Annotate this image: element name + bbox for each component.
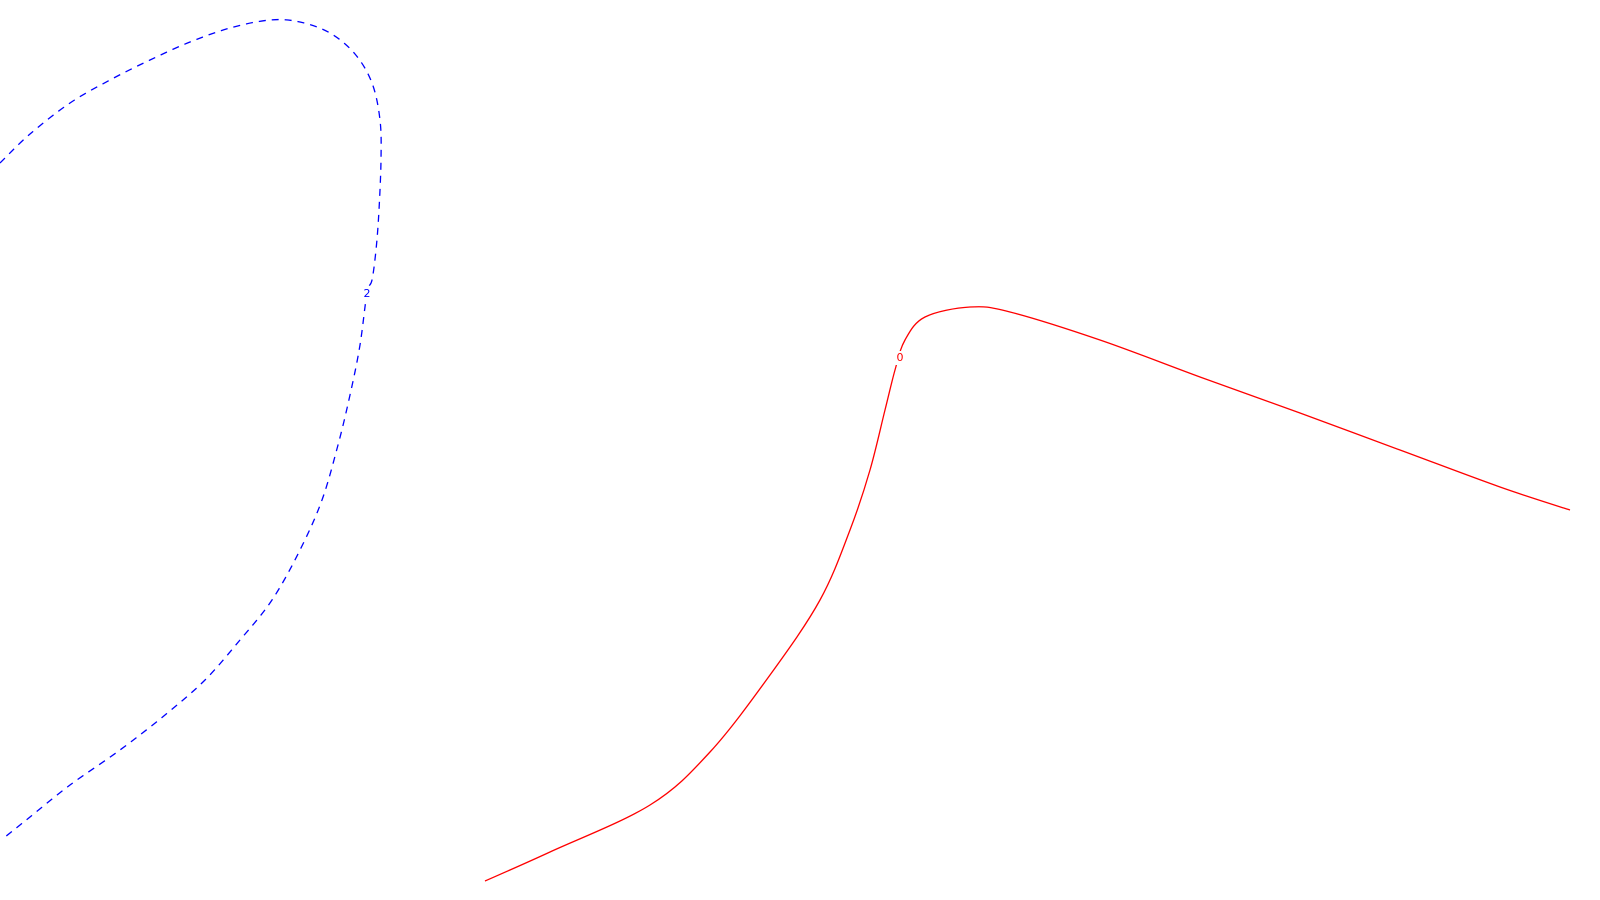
contour-line-2	[0, 18, 382, 838]
contour-line-0	[484, 306, 1571, 882]
contour-label-0: 0	[897, 351, 904, 364]
contour-label-background	[895, 351, 905, 365]
contour-label-2: 2	[364, 287, 371, 300]
contour-label-background	[362, 287, 372, 301]
